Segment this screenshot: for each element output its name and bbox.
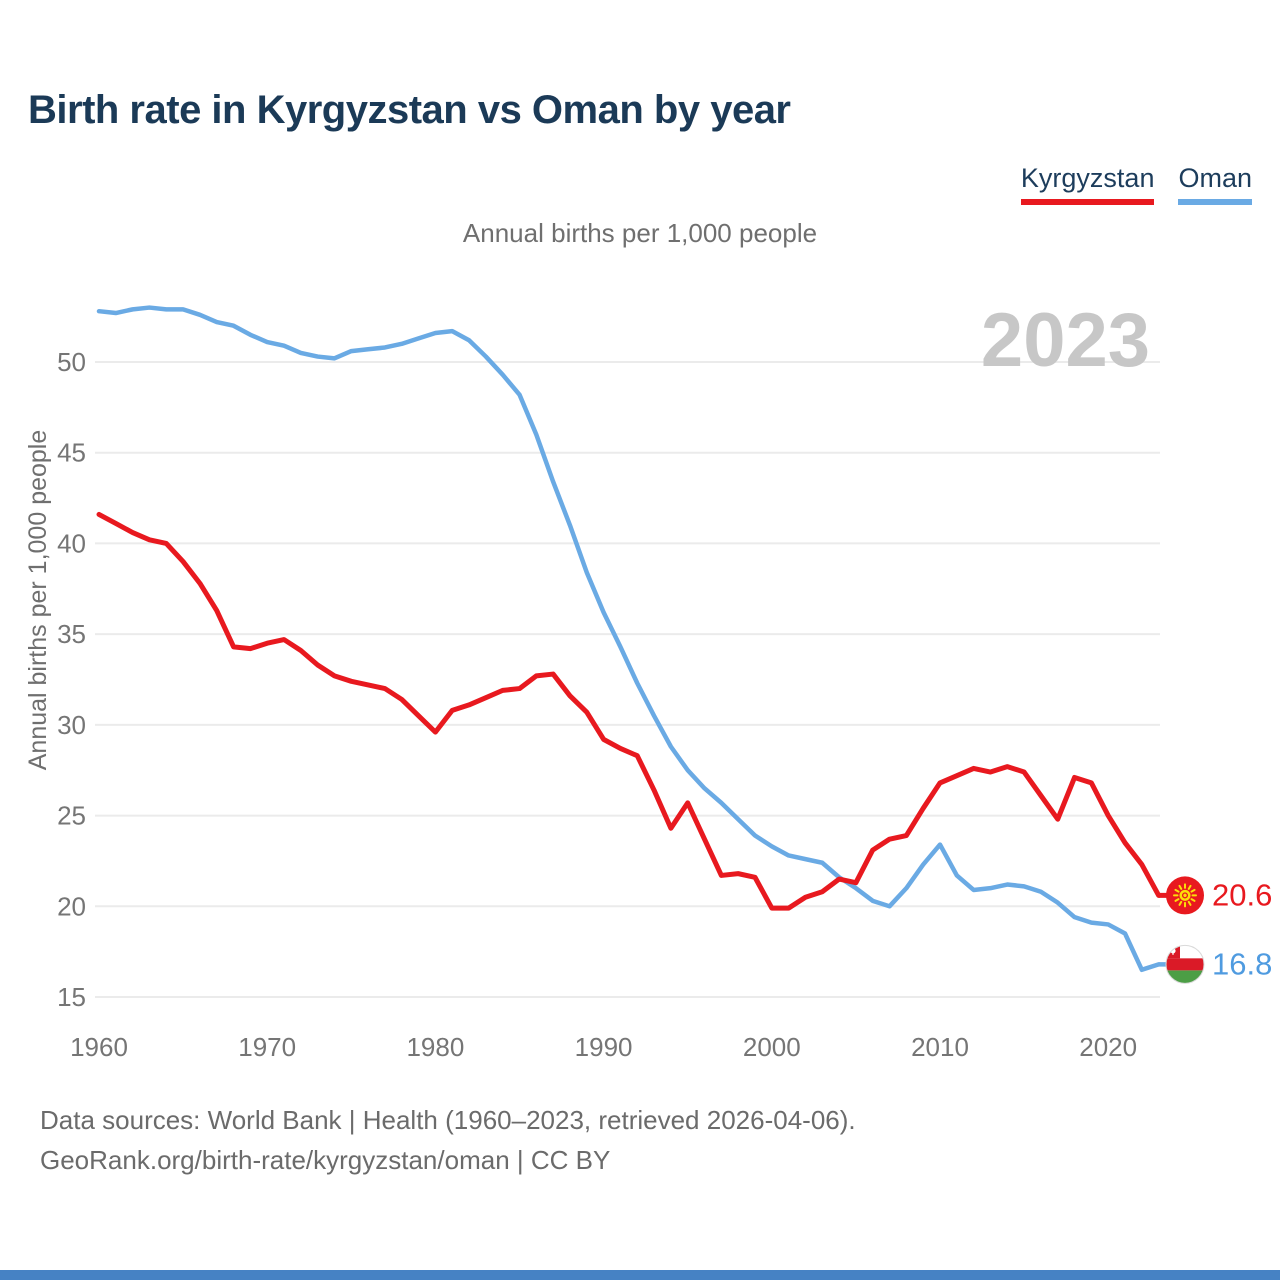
legend-item-oman[interactable]: Oman <box>1178 163 1252 205</box>
legend-item-kyrgyzstan[interactable]: Kyrgyzstan <box>1020 163 1155 205</box>
x-axis-ticks: 1960 1970 1980 1990 2000 2010 2020 <box>70 1032 1137 1062</box>
x-tick-label: 2020 <box>1079 1032 1137 1062</box>
kyrgyzstan-flag-icon <box>1166 876 1204 915</box>
kyrgyzstan-line <box>96 511 1162 911</box>
x-tick-label: 1970 <box>238 1032 296 1062</box>
y-tick-label: 50 <box>57 347 86 377</box>
footer-sources: Data sources: World Bank | Health (1960–… <box>40 1105 856 1135</box>
footer: Data sources: World Bank | Health (1960–… <box>40 1100 856 1180</box>
footer-url: GeoRank.org/birth-rate/kyrgyzstan/oman |… <box>40 1145 611 1175</box>
page-title: Birth rate in Kyrgyzstan vs Oman by year <box>28 88 791 132</box>
y-tick-label: 25 <box>57 801 86 831</box>
y-tick-label: 20 <box>57 891 86 921</box>
oman-flag-icon <box>1165 944 1205 984</box>
y-tick-label: 30 <box>57 710 86 740</box>
y-tick-label: 35 <box>57 619 86 649</box>
y-axis-title: Annual births per 1,000 people <box>24 430 52 771</box>
legend: Kyrgyzstan Oman <box>1020 163 1252 205</box>
y-tick-label: 15 <box>57 982 86 1012</box>
kyrgyzstan-end-value: 20.6 <box>1212 877 1272 912</box>
y-tick-label: 40 <box>57 528 86 558</box>
x-tick-label: 2010 <box>911 1032 969 1062</box>
legend-label-oman: Oman <box>1178 163 1252 193</box>
watermark-year: 2023 <box>981 298 1150 383</box>
y-tick-label: 45 <box>57 438 86 468</box>
x-tick-label: 1990 <box>575 1032 633 1062</box>
oman-line <box>96 305 1161 973</box>
chart-subtitle: Annual births per 1,000 people <box>462 218 818 248</box>
y-axis-ticks: 15 20 25 30 35 40 45 50 <box>57 347 86 1012</box>
bottom-accent-bar <box>0 1270 1280 1280</box>
oman-end-value: 16.8 <box>1212 946 1272 981</box>
x-tick-label: 1980 <box>406 1032 464 1062</box>
gridlines <box>95 360 1160 998</box>
x-tick-label: 1960 <box>70 1032 128 1062</box>
x-tick-label: 2000 <box>743 1032 801 1062</box>
legend-label-kyrgyzstan: Kyrgyzstan <box>1020 163 1155 193</box>
